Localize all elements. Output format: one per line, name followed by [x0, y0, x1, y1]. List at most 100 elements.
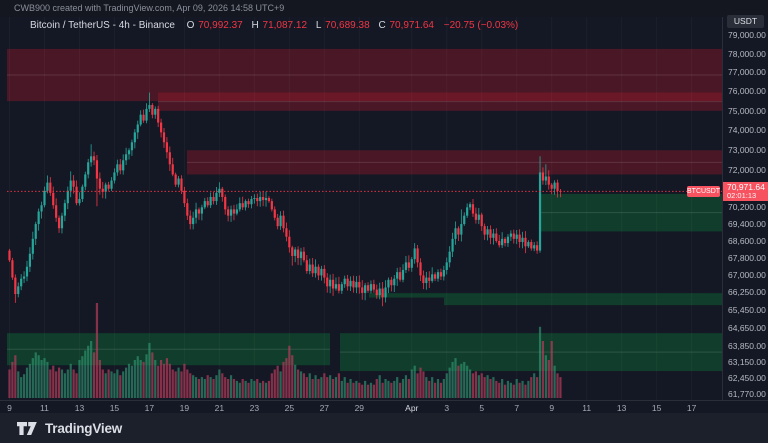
price-axis[interactable]: 79,000.00 78,000.00 77,000.00 76,000.00 75,0… — [723, 0, 768, 400]
candle-body — [57, 217, 61, 229]
volume-bar — [209, 377, 212, 398]
volume-bar — [46, 361, 49, 398]
zone-red-2 — [187, 150, 722, 175]
volume-bar — [396, 377, 399, 398]
volume-bar — [60, 369, 64, 398]
volume-bar — [503, 384, 507, 398]
candle-body — [75, 186, 78, 204]
bar-countdown: 02:01:13 — [727, 191, 757, 201]
candle-body — [154, 108, 157, 115]
candle-body — [282, 215, 285, 229]
volume-bar — [17, 371, 20, 398]
price-tick-label: 76,000.00 — [728, 86, 766, 97]
candle-body — [439, 272, 443, 277]
candle-body — [87, 162, 90, 175]
candle-body — [334, 284, 338, 289]
candle-body — [22, 276, 26, 279]
candle-body — [285, 228, 288, 237]
candle-body — [84, 174, 87, 187]
time-tick-label: 17 — [144, 403, 155, 413]
volume-bar — [34, 352, 37, 398]
volume-bar — [285, 358, 288, 398]
zone-green-5 — [444, 297, 722, 306]
time-tick-label: Apr — [405, 403, 419, 413]
time-axis[interactable]: 9 11 13 15 17 19 21 23 25 27 29 Apr 3 5 7 9 11 13 15 17 — [0, 400, 768, 414]
candle-body — [448, 251, 451, 263]
volume-bar — [556, 373, 559, 398]
candle-body — [556, 182, 559, 191]
candle-body — [518, 234, 521, 243]
candle-body — [113, 172, 116, 181]
candle-body — [369, 284, 373, 291]
volume-bar — [471, 373, 475, 398]
candle-body — [25, 266, 29, 277]
candle-body — [256, 198, 259, 202]
volume-bar — [489, 379, 492, 398]
candle-body — [232, 209, 236, 214]
zone-green-3 — [539, 193, 722, 232]
volume-bar — [364, 380, 367, 398]
candle-body — [110, 180, 113, 189]
candle-body — [541, 172, 545, 181]
watermark-text: CWB900 created with TradingView.com, Apr… — [14, 3, 285, 13]
volume-bar — [78, 360, 81, 398]
volume-bar — [384, 379, 387, 398]
volume-bar — [104, 373, 107, 398]
candle-body — [416, 248, 419, 263]
volume-bar — [162, 363, 166, 398]
volume-bar — [553, 365, 556, 398]
volume-bar — [37, 355, 40, 398]
candle-body — [276, 217, 279, 227]
symbol-title[interactable]: Bitcoin / TetherUS - 4h - Binance — [30, 20, 175, 31]
tradingview-logo-link[interactable]: TradingView — [16, 421, 122, 436]
volume-bar — [142, 361, 145, 398]
time-tick-label: 11 — [40, 403, 49, 413]
candle-body — [486, 229, 489, 235]
volume-bar — [372, 384, 375, 398]
candle-body — [384, 287, 387, 298]
open-value: 70,992.37 — [198, 20, 243, 31]
current-price-value: 70,971.64 — [727, 182, 765, 193]
volume-bar — [541, 341, 545, 398]
volume-bar — [259, 382, 262, 398]
tradingview-logo-icon — [17, 421, 37, 435]
time-tick-label: 15 — [651, 403, 662, 413]
volume-bar — [483, 377, 486, 398]
candle-body — [372, 284, 375, 290]
volume-bar — [369, 382, 373, 398]
time-tick-label: 9 — [7, 403, 12, 413]
candle-body — [442, 269, 445, 277]
candle-body — [390, 279, 393, 286]
price-tick-label: 67,000.00 — [728, 270, 766, 281]
candle-body — [267, 198, 271, 202]
candle-body — [171, 164, 174, 175]
candle-body — [189, 215, 192, 225]
zone-green-4 — [369, 293, 722, 298]
volume-bar — [463, 361, 466, 398]
candle-body — [37, 211, 40, 225]
candle-body — [279, 215, 282, 227]
volume-bar — [530, 377, 533, 398]
candle-body — [229, 209, 233, 216]
candle-body — [98, 178, 101, 189]
candle-body — [136, 124, 139, 133]
volume-bar — [139, 360, 142, 398]
volume-bar — [439, 382, 443, 398]
time-tick-label: 27 — [319, 403, 330, 413]
candle-body — [326, 277, 329, 287]
candle-body — [337, 284, 340, 291]
candle-body — [212, 196, 215, 202]
volume-bar — [66, 369, 69, 398]
low-value: 70,689.38 — [325, 20, 370, 31]
candle-body — [445, 262, 448, 270]
volume-bar — [317, 379, 320, 398]
volume-bar — [253, 380, 256, 398]
volume-bar — [273, 369, 276, 398]
volume-bar — [550, 341, 553, 398]
volume-bar — [495, 380, 498, 398]
candle-body — [145, 108, 148, 121]
zone-red-0 — [7, 48, 722, 102]
candle-body — [218, 188, 221, 193]
volume-bar — [31, 358, 34, 398]
